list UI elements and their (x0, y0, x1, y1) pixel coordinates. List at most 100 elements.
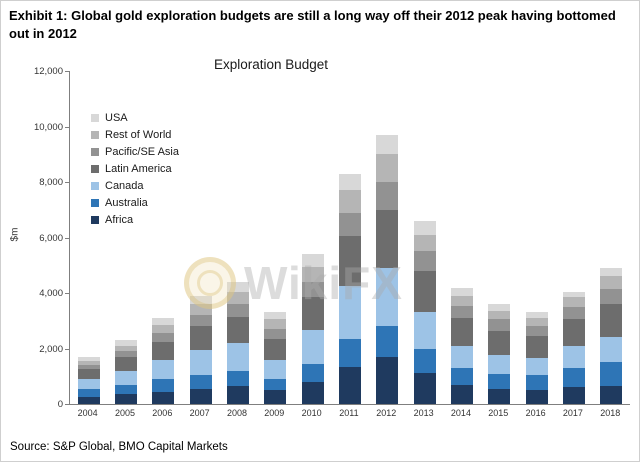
bar-segment (413, 270, 436, 313)
legend-swatch (91, 147, 99, 156)
bar-segment (226, 281, 249, 292)
bar-segment (376, 154, 399, 183)
bar-segment (77, 356, 100, 362)
bar-segment (114, 345, 137, 352)
bar-segment (450, 384, 473, 404)
x-tick-label: 2017 (562, 408, 583, 418)
chart-title: Exploration Budget (213, 57, 329, 72)
bar-segment (600, 337, 623, 363)
legend-item: Australia (91, 194, 179, 211)
bar-segment (77, 369, 100, 380)
bar-segment (226, 342, 249, 371)
bar-segment (562, 297, 585, 307)
bar-segment (525, 358, 548, 375)
legend-item: USA (91, 109, 179, 126)
x-tick-label: 2004 (77, 408, 98, 418)
bar-segment (338, 212, 361, 237)
bar-segment (600, 268, 623, 277)
bar-segment (338, 286, 361, 339)
x-tick-label: 2015 (488, 408, 509, 418)
x-tick-label: 2008 (226, 408, 247, 418)
bar-segment (450, 287, 473, 296)
bar-segment (189, 326, 212, 350)
bar-segment (301, 254, 324, 267)
legend-label: Latin America (105, 162, 172, 175)
y-tick-mark (65, 126, 69, 128)
bar-segment (413, 348, 436, 374)
bar-segment (600, 288, 623, 305)
bar-segment (525, 390, 548, 404)
bar-segment (600, 276, 623, 289)
bar-segment (525, 326, 548, 337)
bar-segment (189, 388, 212, 404)
bar-segment (338, 366, 361, 404)
legend-item: Africa (91, 211, 179, 228)
y-tick-label: 2,000 (39, 343, 63, 355)
bar-segment (301, 381, 324, 404)
bar-segment (226, 316, 249, 343)
bar-column (518, 71, 555, 404)
bar-segment (450, 305, 473, 318)
y-tick-label: 8,000 (39, 177, 63, 188)
x-tick-label: 2012 (376, 408, 397, 418)
y-tick-mark (65, 293, 69, 294)
bar-segment (562, 367, 585, 388)
bar-column (70, 71, 107, 404)
x-tick-label: 2016 (525, 408, 546, 418)
bar-segment (301, 363, 324, 382)
bar-segment (189, 374, 212, 389)
bar-segment (488, 355, 511, 374)
bar-segment (488, 311, 511, 320)
bar-segment (376, 209, 399, 269)
y-tick-label: 12,000 (33, 66, 63, 77)
bar-column (182, 71, 219, 404)
bar-segment (301, 297, 324, 331)
y-axis-label: $m (9, 227, 21, 242)
bar-segment (562, 291, 585, 298)
bar-segment (114, 370, 137, 385)
bar-segment (450, 295, 473, 306)
bar-segment (152, 318, 175, 325)
x-tick-label: 2018 (600, 408, 621, 418)
bar-segment (152, 333, 175, 342)
stacked-bar (600, 71, 623, 404)
x-tick-label: 2009 (264, 408, 285, 418)
bar-column (294, 71, 331, 404)
bar-segment (413, 251, 436, 271)
y-tick-mark (65, 404, 69, 405)
legend-item: Pacific/SE Asia (91, 143, 179, 160)
bar-segment (77, 379, 100, 389)
stacked-bar (301, 71, 324, 404)
y-tick-mark (65, 71, 69, 72)
y-tick-mark (65, 237, 69, 239)
bar-segment (77, 365, 100, 370)
bar-segment (152, 391, 175, 404)
plot-area (69, 71, 630, 405)
stacked-bar (152, 71, 175, 404)
bar-segment (301, 266, 324, 282)
bar-segment (413, 312, 436, 349)
bar-segment (301, 330, 324, 364)
stacked-bar (450, 71, 473, 404)
source-note: Source: S&P Global, BMO Capital Markets (10, 441, 228, 453)
bar-column (331, 71, 368, 404)
bar-segment (152, 379, 175, 392)
legend-label: Africa (105, 213, 134, 226)
bar-segment (77, 388, 100, 398)
y-tick-label: 10,000 (33, 121, 63, 133)
legend-label: Canada (105, 179, 144, 192)
legend-label: USA (105, 111, 128, 124)
bar-segment (77, 361, 100, 366)
legend: USA Rest of World Pacific/SE Asia Latin Ame… (91, 109, 179, 228)
legend-item: Latin America (91, 160, 179, 177)
bar-segment (226, 291, 249, 305)
bar-segment (152, 324, 175, 334)
bar-segment (488, 304, 511, 312)
bar-segment (114, 394, 137, 404)
legend-label: Australia (105, 196, 148, 209)
stacked-bar (264, 71, 287, 404)
bar-segment (562, 306, 585, 320)
bar-segment (376, 182, 399, 210)
legend-swatch (91, 113, 99, 122)
